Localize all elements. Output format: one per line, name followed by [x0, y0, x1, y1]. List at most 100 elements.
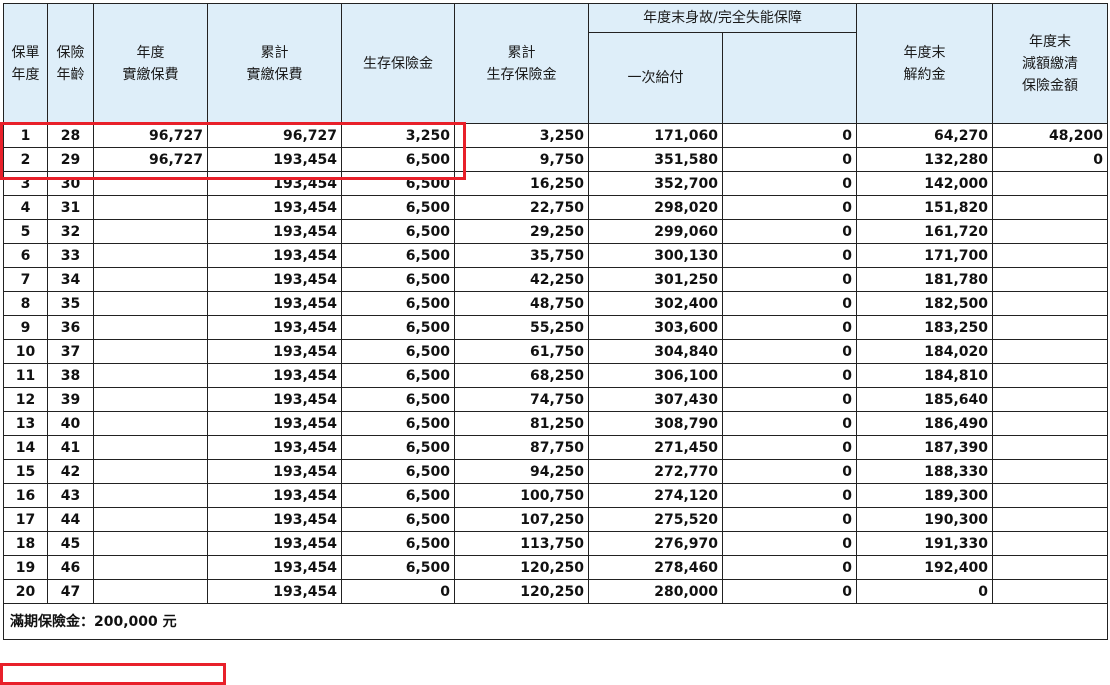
table-cell: 120,250 — [454, 579, 589, 604]
table-cell: 171,060 — [588, 123, 723, 148]
table-cell: 35 — [47, 291, 94, 316]
header-policy-year: 保單 年度 — [3, 3, 48, 124]
table-cell: 0 — [722, 435, 857, 460]
table-cell: 1 — [3, 123, 48, 148]
table-cell: 32 — [47, 219, 94, 244]
table-cell: 189,300 — [856, 483, 993, 508]
table-cell: 6,500 — [341, 267, 455, 292]
table-cell: 34 — [47, 267, 94, 292]
table-cell: 193,454 — [207, 315, 342, 340]
header-lump-sum: 一次給付 — [588, 32, 723, 124]
table-cell: 7 — [3, 267, 48, 292]
table-cell — [992, 483, 1108, 508]
table-row: 12 39 193,454 6,500 74,750 307,430 0 185,640 — [3, 387, 1108, 412]
table-row: 19 46 193,454 6,500 120,250 278,460 0 192,400 — [3, 555, 1108, 580]
table-cell: 0 — [722, 219, 857, 244]
table-cell: 3,250 — [341, 123, 455, 148]
policy-illustration-table: 保單 年度 保險 年齡 年度 實繳保費 累計 實繳保費 生存保險金 累計 生存保險金 年度… — [3, 3, 1108, 640]
table-cell — [992, 555, 1108, 580]
table-cell — [93, 579, 208, 604]
table-cell: 2 — [3, 147, 48, 172]
table-cell: 81,250 — [454, 411, 589, 436]
table-cell — [992, 363, 1108, 388]
table-cell: 61,750 — [454, 339, 589, 364]
table-cell: 9 — [3, 315, 48, 340]
table-cell — [992, 195, 1108, 220]
table-cell: 4 — [3, 195, 48, 220]
table-cell: 120,250 — [454, 555, 589, 580]
header-blank — [722, 32, 857, 124]
table-cell: 55,250 — [454, 315, 589, 340]
table-cell: 6,500 — [341, 435, 455, 460]
table-cell: 100,750 — [454, 483, 589, 508]
table-row: 5 32 193,454 6,500 29,250 299,060 0 161,720 — [3, 219, 1108, 244]
table-cell: 142,000 — [856, 171, 993, 196]
table-cell: 87,750 — [454, 435, 589, 460]
table-cell: 17 — [3, 507, 48, 532]
table-cell: 39 — [47, 387, 94, 412]
table-cell — [992, 243, 1108, 268]
table-cell: 193,454 — [207, 363, 342, 388]
table-cell: 6,500 — [341, 363, 455, 388]
table-cell: 171,700 — [856, 243, 993, 268]
table-cell: 274,120 — [588, 483, 723, 508]
table-cell: 96,727 — [93, 123, 208, 148]
table-cell — [93, 387, 208, 412]
maturity-benefit-note: 滿期保險金：200,000 元 — [3, 603, 1108, 640]
table-cell: 11 — [3, 363, 48, 388]
table-cell: 307,430 — [588, 387, 723, 412]
table-cell: 6,500 — [341, 219, 455, 244]
table-cell: 6,500 — [341, 411, 455, 436]
table-cell: 193,454 — [207, 267, 342, 292]
table-cell: 299,060 — [588, 219, 723, 244]
table-cell — [992, 411, 1108, 436]
table-cell: 20 — [3, 579, 48, 604]
table-cell — [992, 387, 1108, 412]
table-cell: 0 — [722, 387, 857, 412]
table-cell: 301,250 — [588, 267, 723, 292]
table-cell: 6,500 — [341, 243, 455, 268]
table-row: 10 37 193,454 6,500 61,750 304,840 0 184,020 — [3, 339, 1108, 364]
table-cell: 190,300 — [856, 507, 993, 532]
table-cell: 37 — [47, 339, 94, 364]
table-cell: 0 — [722, 123, 857, 148]
table-cell: 6,500 — [341, 147, 455, 172]
table-cell: 0 — [722, 171, 857, 196]
table-cell: 40 — [47, 411, 94, 436]
table-cell: 29 — [47, 147, 94, 172]
table-cell — [93, 195, 208, 220]
table-cell: 188,330 — [856, 459, 993, 484]
table-cell: 187,390 — [856, 435, 993, 460]
table-cell: 19 — [3, 555, 48, 580]
table-cell: 35,750 — [454, 243, 589, 268]
table-cell: 8 — [3, 291, 48, 316]
table-cell — [93, 171, 208, 196]
table-cell — [93, 339, 208, 364]
table-cell: 31 — [47, 195, 94, 220]
table-cell — [93, 315, 208, 340]
table-cell: 6,500 — [341, 531, 455, 556]
table-cell: 308,790 — [588, 411, 723, 436]
table-cell: 181,780 — [856, 267, 993, 292]
header-reduced-paid-up: 年度末 減額繳清 保險金額 — [992, 3, 1108, 124]
table-cell — [992, 171, 1108, 196]
table-cell: 38 — [47, 363, 94, 388]
table-cell: 185,640 — [856, 387, 993, 412]
table-cell — [992, 507, 1108, 532]
table-cell: 183,250 — [856, 315, 993, 340]
table-cell: 0 — [992, 147, 1108, 172]
table-cell — [992, 315, 1108, 340]
table-cell: 280,000 — [588, 579, 723, 604]
table-row: 8 35 193,454 6,500 48,750 302,400 0 182,500 — [3, 291, 1108, 316]
table-cell: 193,454 — [207, 507, 342, 532]
table-row: 2 29 96,727 193,454 6,500 9,750 351,580 0 132,28… — [3, 147, 1108, 172]
table-row: 13 40 193,454 6,500 81,250 308,790 0 186,490 — [3, 411, 1108, 436]
table-cell: 351,580 — [588, 147, 723, 172]
table-cell: 0 — [722, 195, 857, 220]
table-cell: 5 — [3, 219, 48, 244]
table-cell: 0 — [341, 579, 455, 604]
table-cell: 6,500 — [341, 555, 455, 580]
table-cell: 6,500 — [341, 387, 455, 412]
table-cell: 29,250 — [454, 219, 589, 244]
table-cell: 28 — [47, 123, 94, 148]
